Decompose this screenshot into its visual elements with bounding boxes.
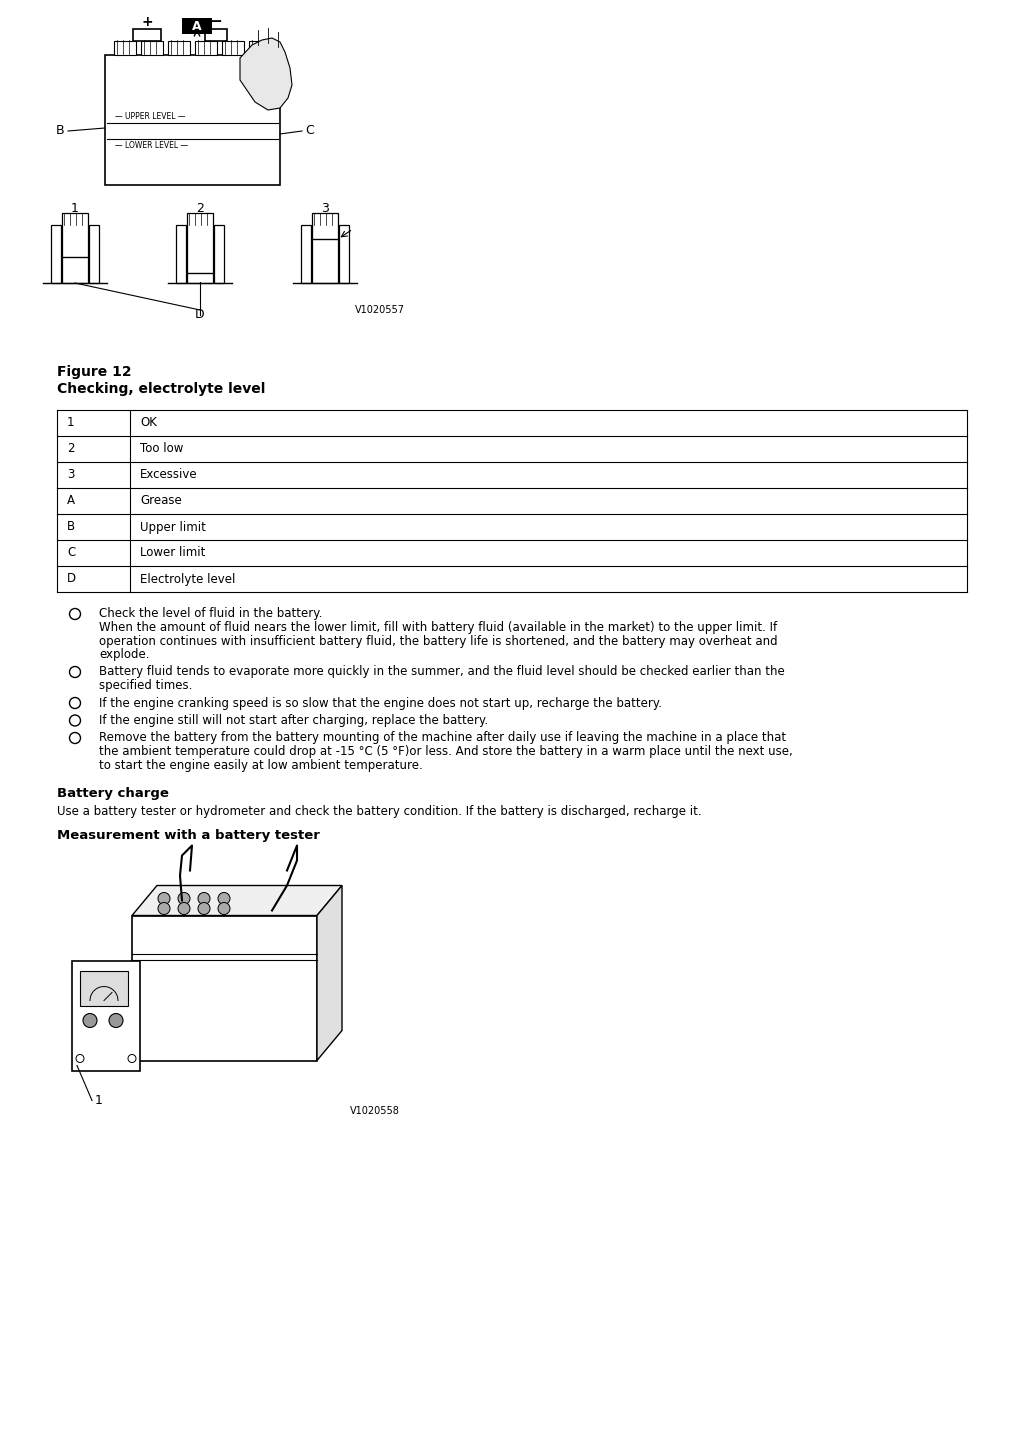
- Text: Excessive: Excessive: [140, 468, 198, 481]
- Text: C: C: [305, 125, 314, 138]
- Text: Check the level of fluid in the battery.: Check the level of fluid in the battery.: [99, 607, 323, 620]
- Text: Use a battery tester or hydrometer and check the battery condition. If the batte: Use a battery tester or hydrometer and c…: [57, 804, 701, 817]
- Text: 2: 2: [196, 201, 204, 214]
- Circle shape: [198, 903, 210, 914]
- Text: 2: 2: [67, 442, 75, 455]
- Text: operation continues with insufficient battery fluid, the battery life is shorten: operation continues with insufficient ba…: [99, 635, 777, 648]
- Bar: [301, 225, 311, 283]
- Bar: [132, 916, 317, 1061]
- Text: −: −: [210, 14, 222, 29]
- Text: specified times.: specified times.: [99, 680, 193, 693]
- Circle shape: [109, 1013, 123, 1027]
- Text: Measurement with a battery tester: Measurement with a battery tester: [57, 829, 319, 842]
- Bar: [222, 41, 244, 55]
- Text: V1020558: V1020558: [350, 1106, 400, 1116]
- Bar: [176, 225, 186, 283]
- Circle shape: [218, 903, 230, 914]
- Text: — UPPER LEVEL —: — UPPER LEVEL —: [115, 112, 185, 122]
- Text: Battery fluid tends to evaporate more quickly in the summer, and the fluid level: Battery fluid tends to evaporate more qu…: [99, 665, 784, 678]
- Text: 1: 1: [95, 1094, 102, 1107]
- Bar: [62, 213, 88, 283]
- Text: Checking, electrolyte level: Checking, electrolyte level: [57, 383, 265, 396]
- Bar: [205, 29, 227, 41]
- Text: the ambient temperature could drop at -15 °C (5 °F)or less. And store the batter: the ambient temperature could drop at -1…: [99, 745, 793, 758]
- Bar: [168, 41, 190, 55]
- Circle shape: [198, 893, 210, 904]
- Text: D: D: [196, 309, 205, 322]
- Text: explode.: explode.: [99, 648, 150, 661]
- Bar: [312, 213, 338, 283]
- Bar: [339, 225, 349, 283]
- Text: If the engine cranking speed is so slow that the engine does not start up, recha: If the engine cranking speed is so slow …: [99, 697, 662, 710]
- Bar: [89, 225, 99, 283]
- Bar: [105, 55, 280, 185]
- Text: B: B: [67, 520, 75, 533]
- Bar: [214, 225, 224, 283]
- Text: V1020557: V1020557: [355, 304, 406, 314]
- Circle shape: [158, 903, 170, 914]
- Text: Battery charge: Battery charge: [57, 787, 169, 800]
- Text: 1: 1: [67, 416, 75, 429]
- Bar: [114, 41, 136, 55]
- Text: to start the engine easily at low ambient temperature.: to start the engine easily at low ambien…: [99, 758, 423, 771]
- Circle shape: [178, 893, 190, 904]
- Circle shape: [83, 1013, 97, 1027]
- Polygon shape: [132, 885, 342, 916]
- Text: D: D: [67, 572, 76, 585]
- Text: 3: 3: [322, 201, 329, 214]
- Text: 3: 3: [67, 468, 75, 481]
- Bar: [195, 41, 217, 55]
- Text: Electrolyte level: Electrolyte level: [140, 572, 236, 585]
- Text: Remove the battery from the battery mounting of the machine after daily use if l: Remove the battery from the battery moun…: [99, 732, 786, 745]
- Bar: [72, 961, 140, 1071]
- Text: When the amount of fluid nears the lower limit, fill with battery fluid (availab: When the amount of fluid nears the lower…: [99, 622, 777, 635]
- Text: Upper limit: Upper limit: [140, 520, 206, 533]
- Text: A: A: [67, 494, 75, 507]
- Circle shape: [158, 893, 170, 904]
- Text: Grease: Grease: [140, 494, 181, 507]
- Text: +: +: [141, 14, 153, 29]
- Text: Lower limit: Lower limit: [140, 546, 206, 559]
- Bar: [80, 971, 128, 1006]
- Polygon shape: [240, 38, 292, 110]
- Bar: [141, 41, 163, 55]
- Circle shape: [218, 893, 230, 904]
- Bar: [187, 213, 213, 283]
- Text: C: C: [67, 546, 75, 559]
- Bar: [182, 17, 212, 33]
- Bar: [133, 29, 161, 41]
- Bar: [249, 41, 271, 55]
- Circle shape: [178, 903, 190, 914]
- Text: OK: OK: [140, 416, 157, 429]
- Text: 1: 1: [71, 201, 79, 214]
- Text: A: A: [193, 19, 202, 32]
- Text: B: B: [55, 125, 65, 138]
- Text: If the engine still will not start after charging, replace the battery.: If the engine still will not start after…: [99, 714, 488, 727]
- Text: Too low: Too low: [140, 442, 183, 455]
- Text: — LOWER LEVEL —: — LOWER LEVEL —: [115, 141, 188, 151]
- Bar: [51, 225, 61, 283]
- Polygon shape: [317, 885, 342, 1061]
- Text: Figure 12: Figure 12: [57, 365, 132, 380]
